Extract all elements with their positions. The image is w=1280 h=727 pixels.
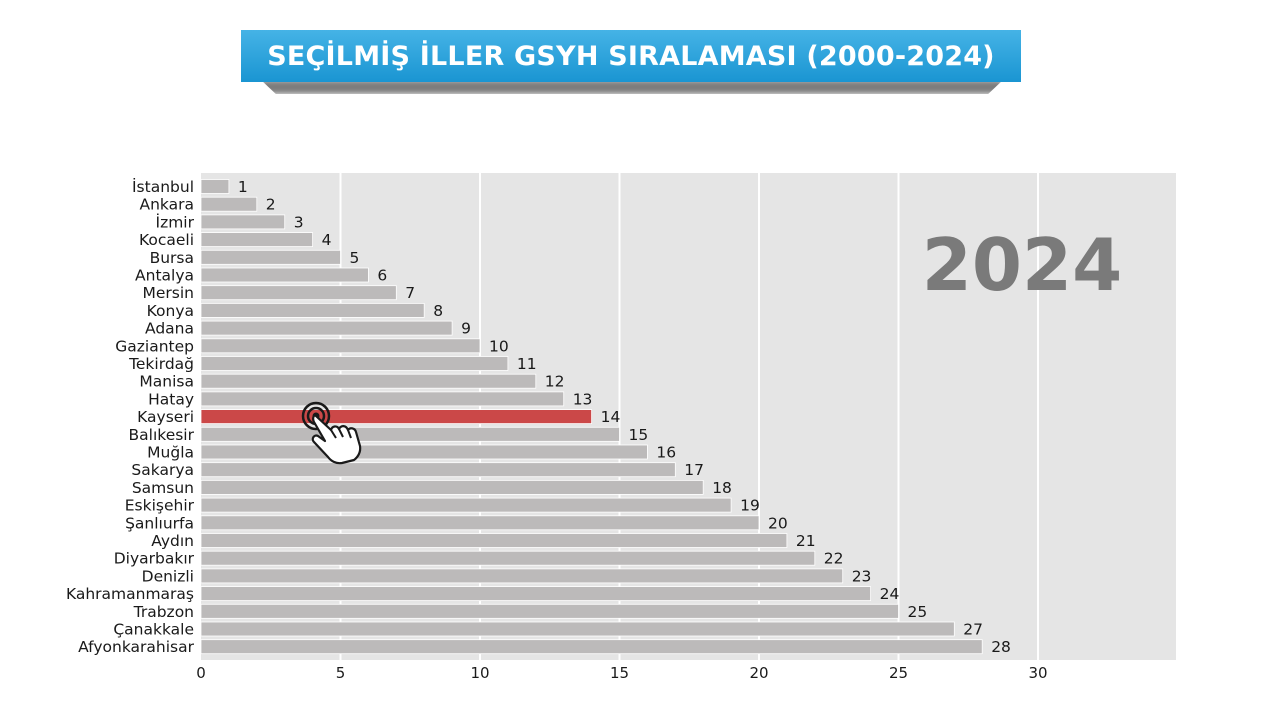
value-label: 28 xyxy=(991,638,1011,656)
x-tick-label: 15 xyxy=(610,664,629,682)
value-label: 13 xyxy=(573,390,593,408)
bar xyxy=(200,267,369,283)
bar xyxy=(200,232,313,248)
title-shadow xyxy=(261,80,1003,94)
title-banner-wrap: SEÇİLMİŞ İLLER GSYH SIRALAMASI (2000-202… xyxy=(241,30,1021,96)
bar xyxy=(200,426,620,442)
category-label: Antalya xyxy=(135,267,194,285)
category-label: Kocaeli xyxy=(139,231,194,249)
bar xyxy=(200,462,676,478)
value-label: 25 xyxy=(908,603,928,621)
bar xyxy=(200,550,816,566)
bar xyxy=(200,196,258,212)
value-label: 10 xyxy=(489,337,509,355)
bar xyxy=(200,249,341,265)
bar xyxy=(200,533,788,548)
x-tick-label: 0 xyxy=(196,664,206,682)
category-label: Diyarbakır xyxy=(114,550,195,568)
category-label: Mersin xyxy=(143,284,195,302)
bar xyxy=(200,302,425,318)
bar xyxy=(200,409,593,425)
bar xyxy=(200,391,565,407)
value-label: 12 xyxy=(545,373,565,391)
bar xyxy=(200,586,871,601)
x-tick-label: 20 xyxy=(749,664,768,682)
value-label: 4 xyxy=(322,231,332,249)
value-label: 6 xyxy=(377,267,387,285)
bar xyxy=(200,338,481,354)
value-label: 8 xyxy=(433,302,443,320)
bar xyxy=(200,285,397,301)
category-label: Trabzon xyxy=(133,603,194,621)
value-label: 2 xyxy=(266,196,276,214)
bar xyxy=(200,373,537,389)
bar xyxy=(200,639,983,655)
value-label: 18 xyxy=(712,479,732,497)
year-label: 2024 xyxy=(922,223,1122,307)
category-label: Muğla xyxy=(147,444,194,462)
category-label: Ankara xyxy=(140,196,195,214)
value-label: 7 xyxy=(405,284,415,302)
value-label: 17 xyxy=(684,461,704,479)
value-label: 21 xyxy=(796,532,816,550)
value-label: 15 xyxy=(629,426,649,444)
category-label: Konya xyxy=(147,302,194,320)
x-tick-label: 30 xyxy=(1028,664,1047,682)
category-label: Eskişehir xyxy=(125,497,195,515)
category-label: Adana xyxy=(145,320,194,338)
bar xyxy=(200,179,230,194)
x-tick-label: 10 xyxy=(470,664,489,682)
bar xyxy=(200,479,704,495)
bar xyxy=(200,603,899,619)
chart-title: SEÇİLMİŞ İLLER GSYH SIRALAMASI (2000-202… xyxy=(241,30,1021,82)
hand-pointer-icon xyxy=(298,400,368,466)
value-label: 19 xyxy=(740,497,760,515)
category-label: Denizli xyxy=(142,567,194,585)
category-label: Şanlıurfa xyxy=(125,514,194,532)
value-label: 22 xyxy=(824,550,844,568)
x-tick-label: 5 xyxy=(336,664,346,682)
value-label: 16 xyxy=(656,444,676,462)
bar xyxy=(200,214,286,230)
category-label: Hatay xyxy=(148,390,194,408)
bar xyxy=(200,497,732,513)
bar xyxy=(200,356,509,371)
value-label: 23 xyxy=(852,567,872,585)
value-label: 27 xyxy=(963,621,983,639)
category-label: Sakarya xyxy=(131,461,194,479)
category-label: Kahramanmaraş xyxy=(66,585,194,603)
category-label: Samsun xyxy=(132,479,194,497)
value-label: 3 xyxy=(294,213,304,231)
category-label: Gaziantep xyxy=(115,337,194,355)
value-label: 24 xyxy=(880,585,900,603)
value-label: 5 xyxy=(350,249,360,267)
category-label: Kayseri xyxy=(137,408,194,426)
category-label: Afyonkarahisar xyxy=(78,638,194,656)
category-label: Manisa xyxy=(139,373,194,391)
value-label: 14 xyxy=(601,408,621,426)
value-label: 9 xyxy=(461,320,471,338)
bar xyxy=(200,568,844,584)
value-label: 20 xyxy=(768,514,788,532)
category-label: Çanakkale xyxy=(113,621,194,639)
bar xyxy=(200,444,648,460)
category-label: İzmir xyxy=(156,212,195,231)
value-label: 11 xyxy=(517,355,537,373)
bar xyxy=(200,515,760,531)
bar xyxy=(200,621,955,637)
value-label: 1 xyxy=(238,178,248,196)
category-label: Aydın xyxy=(151,532,194,550)
x-tick-label: 25 xyxy=(889,664,908,682)
category-label: İstanbul xyxy=(132,177,194,196)
category-label: Tekirdağ xyxy=(128,355,194,373)
category-label: Balıkesir xyxy=(129,426,195,444)
bar xyxy=(200,320,453,336)
category-label: Bursa xyxy=(150,249,194,267)
